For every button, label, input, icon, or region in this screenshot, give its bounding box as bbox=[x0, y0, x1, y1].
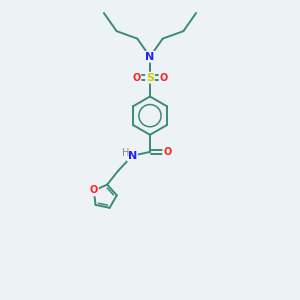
Text: O: O bbox=[159, 73, 168, 82]
Text: O: O bbox=[132, 73, 141, 82]
Text: O: O bbox=[90, 185, 98, 196]
Text: H: H bbox=[122, 148, 129, 158]
Text: S: S bbox=[146, 73, 154, 82]
Text: N: N bbox=[128, 151, 137, 160]
Text: O: O bbox=[163, 147, 171, 157]
Text: N: N bbox=[146, 52, 154, 62]
